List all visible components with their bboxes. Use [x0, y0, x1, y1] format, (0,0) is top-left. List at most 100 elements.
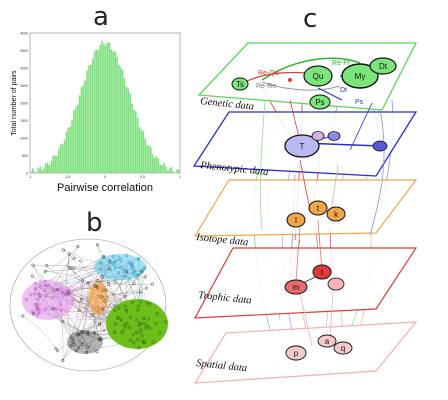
histogram-bar: [163, 162, 165, 173]
pheno-node-t-label: T: [300, 142, 305, 151]
edge-label-re-qu: Re-Qu: [258, 70, 279, 77]
histogram-bar: [142, 131, 145, 173]
spatial-node-p-label: p: [294, 349, 299, 358]
histogram-bar: [146, 145, 148, 173]
network-node: [67, 252, 71, 256]
network-node: [139, 290, 143, 294]
network-node: [33, 292, 37, 296]
network-node: [95, 243, 99, 247]
histogram-bar: [43, 168, 45, 173]
network-node: [107, 267, 111, 271]
network-node: [95, 350, 99, 354]
network-node: [147, 302, 151, 306]
histogram-bar: [91, 58, 94, 173]
network-node: [137, 346, 141, 350]
histogram-bar: [114, 51, 116, 173]
histogram-bar: [151, 154, 154, 173]
histogram-bar: [63, 140, 66, 173]
histogram-bar: [90, 64, 92, 173]
network-node: [137, 257, 141, 261]
histogram-bar: [110, 49, 113, 173]
network-node: [112, 330, 117, 334]
genetic-node-ts: [231, 77, 249, 91]
genetic-point: [288, 78, 292, 82]
network-node: [140, 334, 144, 338]
histogram-bars: [30, 40, 180, 174]
histogram-bar: [52, 155, 55, 173]
network-node: [90, 313, 94, 317]
network-node: [141, 339, 145, 343]
histogram-bar: [99, 44, 101, 173]
network-node: [155, 312, 159, 316]
network-node: [61, 293, 65, 297]
cluster-grey: [67, 330, 103, 354]
network-node: [125, 322, 129, 326]
network-node: [54, 307, 58, 311]
histogram-bar: [65, 131, 68, 173]
genetic-node-ps-label: Ps: [315, 98, 324, 107]
network-node: [111, 254, 115, 259]
network-node: [61, 319, 65, 323]
network-node: [131, 333, 135, 337]
iso-node-t: [308, 200, 328, 216]
histogram-bar: [170, 166, 173, 173]
cluster-purple: [22, 280, 74, 320]
network-node: [101, 306, 105, 310]
network-node: [113, 303, 117, 307]
network-node: [36, 292, 41, 296]
histogram-y-tick: 2000: [20, 102, 28, 106]
histogram-bar: [78, 95, 81, 173]
network-node: [43, 279, 47, 283]
network-node: [142, 317, 146, 321]
histogram-bar: [33, 171, 36, 173]
network-node: [76, 332, 80, 337]
network-node: [34, 286, 38, 290]
spatial-node-a: [317, 334, 337, 348]
isotope-network: I t k: [286, 200, 346, 228]
network-node: [124, 308, 128, 312]
network-node: [97, 294, 101, 298]
iso-node-i: [286, 212, 306, 228]
edge-label-dt: Dt: [340, 87, 347, 94]
network-node: [124, 269, 129, 274]
network-node: [113, 308, 117, 312]
network-node: [79, 297, 84, 301]
network-node: [69, 266, 73, 270]
trophic-node-m-label: m: [293, 283, 300, 292]
network-node: [24, 297, 28, 302]
network-node: [132, 340, 136, 344]
network-node: [72, 343, 76, 347]
network-node: [72, 266, 76, 270]
network-node: [61, 359, 65, 363]
panel-letter-c: c: [303, 4, 318, 34]
network-node: [31, 263, 35, 267]
network-node: [122, 268, 126, 272]
histogram-bar: [127, 88, 130, 173]
network-node: [140, 270, 144, 274]
network-node: [86, 281, 90, 285]
network-node: [117, 256, 121, 260]
histogram-bar: [58, 148, 60, 173]
network-node: [100, 289, 104, 293]
network-node: [54, 347, 58, 351]
network-node: [32, 312, 36, 316]
network-node: [128, 277, 132, 281]
network-node: [123, 304, 127, 308]
pheno-node-small-a: [311, 131, 325, 141]
network-edge: [62, 276, 126, 361]
histogram-bar: [48, 164, 51, 173]
network-node: [101, 288, 105, 292]
histogram-bar: [140, 129, 143, 173]
network-node: [131, 271, 135, 275]
histogram-bar: [133, 109, 135, 173]
network-node: [99, 268, 103, 272]
network-node: [77, 346, 81, 350]
network-edge: [87, 271, 143, 333]
network-node: [21, 314, 25, 318]
network-node: [102, 255, 106, 260]
histogram-y-tick: 1500: [20, 119, 28, 123]
edge-label-re-re: Re-Re: [256, 83, 276, 90]
network-node: [128, 315, 133, 319]
genetic-node-qu: [303, 65, 333, 87]
network-node: [51, 295, 55, 300]
